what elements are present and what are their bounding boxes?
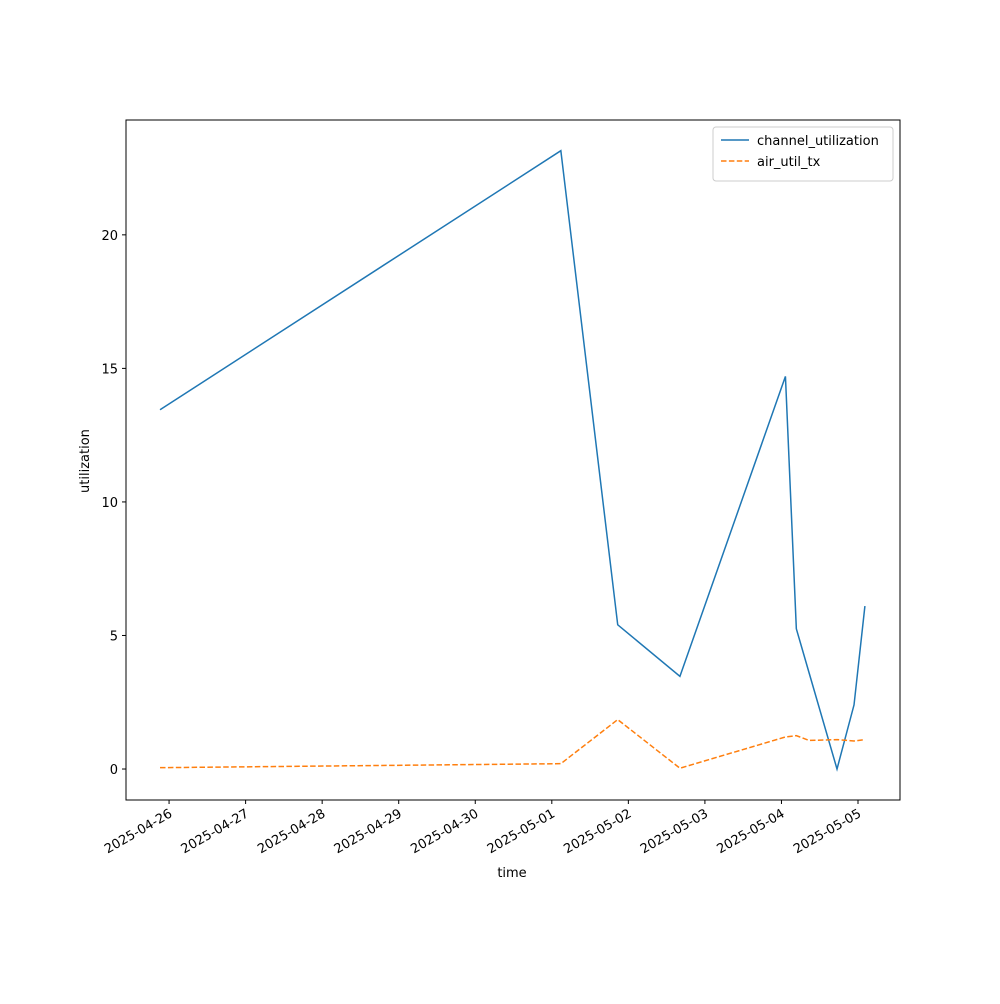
legend-label: air_util_tx [757,155,821,170]
legend: channel_utilization air_util_tx [712,126,894,182]
data-line [159,149,866,772]
y-axis-label: utilization [78,429,93,493]
y-tick-label: 20 [101,229,118,244]
legend-box [712,126,894,182]
y-tick-label: 15 [101,362,118,377]
y-tick-label: 0 [110,763,118,778]
data-line [160,718,866,770]
y-tick-label: 5 [110,629,118,644]
legend-label: channel_utilization [757,134,879,149]
plot-frame [125,119,901,801]
x-axis-label: time [497,866,526,881]
y-tick-label: 10 [101,496,118,511]
